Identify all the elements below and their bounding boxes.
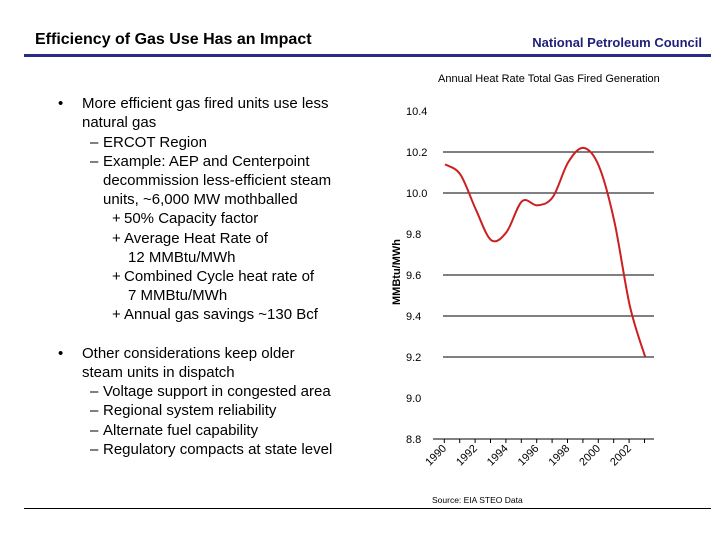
bullet-text: ERCOT Region xyxy=(103,134,207,151)
organization-name: National Petroleum Council xyxy=(532,35,702,50)
chart-source: Source: EIA STEO Data xyxy=(432,495,523,505)
bullet-marker: + xyxy=(112,268,121,285)
bullet-text: More efficient gas fired units use less xyxy=(82,95,329,112)
bullet-marker: + xyxy=(112,230,121,247)
y-tick-label: 9.4 xyxy=(406,311,421,323)
bullet-text: Regional system reliability xyxy=(103,402,277,419)
x-tick-label: 2002 xyxy=(608,443,634,469)
bullet-marker: + xyxy=(112,306,121,323)
y-tick-label: 9.8 xyxy=(406,229,421,241)
x-tick-label: 2000 xyxy=(577,443,603,469)
footer-divider xyxy=(24,508,711,509)
bullet-text: 7 MMBtu/MWh xyxy=(128,287,228,304)
bullet-text: units, ~6,000 MW mothballed xyxy=(103,191,298,208)
bullet-text: natural gas xyxy=(82,114,157,131)
y-tick-label: 10.2 xyxy=(406,147,427,159)
y-tick-label: 10.4 xyxy=(406,106,427,118)
bullet-text: Combined Cycle heat rate of xyxy=(124,268,315,285)
bullet-text: steam units in dispatch xyxy=(82,364,235,381)
bullet-marker: + xyxy=(112,210,121,227)
bullet-text: Other considerations keep older xyxy=(82,345,295,362)
x-tick-label: 1998 xyxy=(547,443,573,469)
bullet-text: 12 MMBtu/MWh xyxy=(128,249,236,266)
bullet-text: Example: AEP and Centerpoint xyxy=(103,153,310,170)
y-tick-label: 10.0 xyxy=(406,188,427,200)
bullet-marker: – xyxy=(90,441,99,458)
header-divider xyxy=(24,54,711,57)
bullet-marker: – xyxy=(90,402,99,419)
bullet-marker: – xyxy=(90,422,99,439)
slide-title: Efficiency of Gas Use Has an Impact xyxy=(35,31,312,48)
series-line xyxy=(444,146,647,358)
bullet-text: decommission less-efficient steam xyxy=(103,172,332,189)
y-tick-label: 8.8 xyxy=(406,434,421,446)
y-tick-label: 9.2 xyxy=(406,352,421,364)
bullet-text: Average Heat Rate of xyxy=(124,230,268,247)
bullet-marker: – xyxy=(90,383,99,400)
bullet-text: Alternate fuel capability xyxy=(103,422,259,439)
x-tick-label: 1994 xyxy=(485,443,511,469)
x-tick-label: 1996 xyxy=(516,443,542,469)
y-tick-label: 9.0 xyxy=(406,393,421,405)
bullet-marker: • xyxy=(58,345,64,362)
x-tick-label: 1990 xyxy=(423,443,449,469)
chart-title: Annual Heat Rate Total Gas Fired Generat… xyxy=(438,73,660,85)
y-tick-label: 9.6 xyxy=(406,270,421,282)
x-tick-label: 1992 xyxy=(454,443,480,469)
bullet-text: 50% Capacity factor xyxy=(124,210,259,227)
bullet-text: Voltage support in congested area xyxy=(103,383,331,400)
bullet-marker: • xyxy=(58,95,64,112)
y-axis-label: MMBtu/MWh xyxy=(391,239,403,305)
bullet-text: Annual gas savings ~130 Bcf xyxy=(124,306,318,323)
bullet-marker: – xyxy=(90,153,99,170)
bullet-marker: – xyxy=(90,134,99,151)
bullet-text: Regulatory compacts at state level xyxy=(103,441,333,458)
